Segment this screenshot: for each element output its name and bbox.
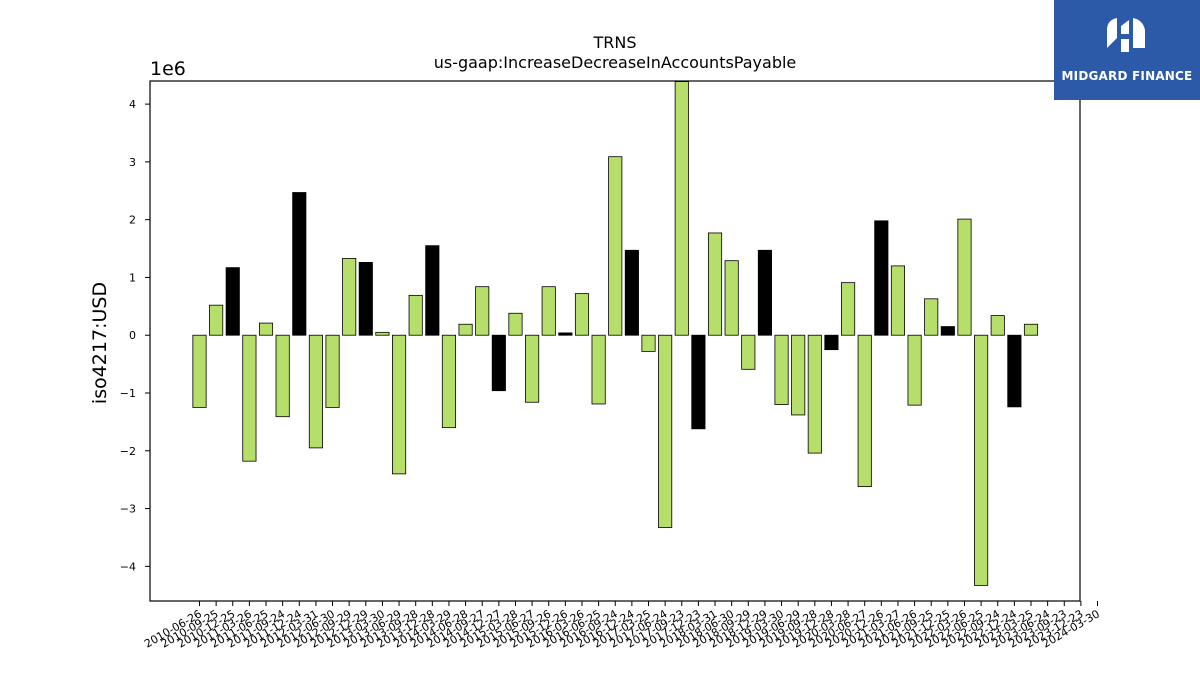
bar-2021-12-25 [940,326,955,336]
bar-2020-12-26 [874,220,889,336]
bar-2010-12-25 [225,267,240,336]
bar-2016-06-25 [591,334,606,405]
y-tick-label: 2 [129,214,136,227]
bar-2021-03-27 [890,265,906,336]
bar-2017-09-23 [674,81,689,336]
bar-2017-06-24 [658,334,673,529]
bar-2011-12-24 [292,192,307,336]
bar-2016-09-24 [608,156,623,336]
bar-2012-03-31 [308,334,323,449]
bar-2019-12-28 [824,334,839,351]
bar-2015-09-26 [541,286,556,336]
bar-2014-12-27 [491,334,506,392]
x-ticks-group: 2010-06-262010-09-252010-12-252011-03-26… [142,601,1102,651]
y-tick-label: −3 [120,503,136,516]
bar-2010-09-25 [209,304,224,336]
y-tick-label: −4 [120,560,136,573]
bar-2013-09-28 [408,294,423,336]
y-tick-label: −1 [120,387,136,400]
y-tick-label: 3 [129,156,136,169]
bar-2013-12-28 [425,245,440,336]
bar-2014-09-27 [475,286,490,336]
bar-2022-03-26 [957,218,972,336]
y-tick-label: 0 [129,329,136,342]
y-tick-label: 4 [129,98,136,111]
bar-2011-03-26 [242,334,257,462]
bar-2020-03-28 [841,282,856,336]
y-ticks-group: −4 −3 −2 −1 0 1 2 3 4 [120,98,150,573]
bar-2015-06-27 [525,334,540,403]
bar-2020-06-27 [857,334,872,488]
logo-text: MIDGARD FINANCE [1061,69,1193,83]
bar-2010-06-26 [192,334,207,408]
y-tick-label: −2 [120,445,136,458]
chart-title: TRNS [592,33,636,52]
bar-2018-12-29 [757,249,772,336]
y-axis-label: iso4217:USD [89,282,111,404]
bar-2016-03-26 [574,293,590,336]
bar-2019-09-28 [807,334,822,454]
bar-2019-03-30 [774,334,789,405]
bar-2022-12-24 [1007,334,1022,408]
bar-2023-03-25 [1023,323,1039,336]
bar-2012-06-30 [325,334,340,408]
bar-2022-06-25 [974,334,989,586]
bar-2011-06-25 [258,322,274,336]
y-offset-label: 1e6 [150,58,186,80]
bar-2015-12-26 [558,332,573,336]
bar-2018-06-30 [724,260,739,336]
plot-frame [149,80,1081,602]
bar-2018-03-31 [707,232,723,336]
bar-2017-03-25 [641,334,656,352]
company-logo: MIDGARD FINANCE [1054,0,1200,100]
bar-2021-09-25 [924,298,939,336]
bar-2012-12-29 [358,262,373,336]
logo-mark-icon [1107,18,1145,52]
bar-2013-03-30 [375,331,390,336]
bar-2014-03-29 [441,334,456,429]
bar-2021-06-26 [907,334,922,406]
bar-2014-06-28 [458,323,473,336]
bar-2019-06-29 [791,334,806,416]
bars-group [192,81,1039,586]
bar-2017-12-23 [691,334,706,430]
bar-2018-09-29 [741,334,756,370]
chart-subtitle: us-gaap:IncreaseDecreaseInAccountsPayabl… [434,53,797,72]
bar-2016-12-24 [624,249,639,336]
bar-2022-09-24 [990,315,1005,336]
bar-2011-09-24 [275,334,290,418]
y-tick-label: 1 [129,271,136,284]
bar-2012-09-29 [342,257,357,336]
bar-2015-03-28 [508,312,523,336]
bar-2013-06-29 [392,334,407,475]
